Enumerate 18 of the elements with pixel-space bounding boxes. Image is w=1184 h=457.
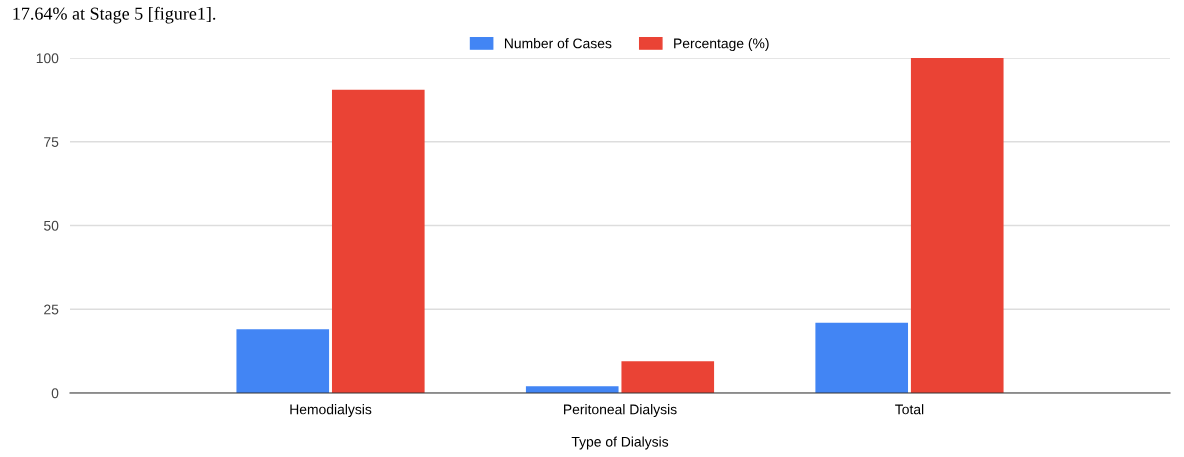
bar: [525, 386, 619, 393]
legend-label: Percentage (%): [674, 38, 769, 52]
x-axis-title: Type of Dialysis: [571, 436, 669, 450]
text: 17.64% at Stage 5 [figure1].: [13, 6, 216, 24]
y-tick-label: 0: [51, 388, 59, 399]
bar: [815, 322, 909, 393]
y-tick-label: 25: [44, 304, 59, 315]
bar: [331, 89, 425, 393]
y-tick-label: 100: [36, 53, 59, 64]
bar: [910, 58, 1004, 393]
y-tick-label: 75: [44, 137, 59, 147]
x-tick-label: Peritoneal Dialysis: [564, 404, 677, 418]
bar: [236, 329, 330, 393]
legend-label: Number of Cases: [504, 38, 612, 49]
x-tick-label: Hemodialysis: [290, 404, 372, 418]
x-tick-label: Total: [895, 404, 924, 415]
bar: [621, 361, 715, 393]
y-tick-label: 50: [44, 220, 59, 231]
